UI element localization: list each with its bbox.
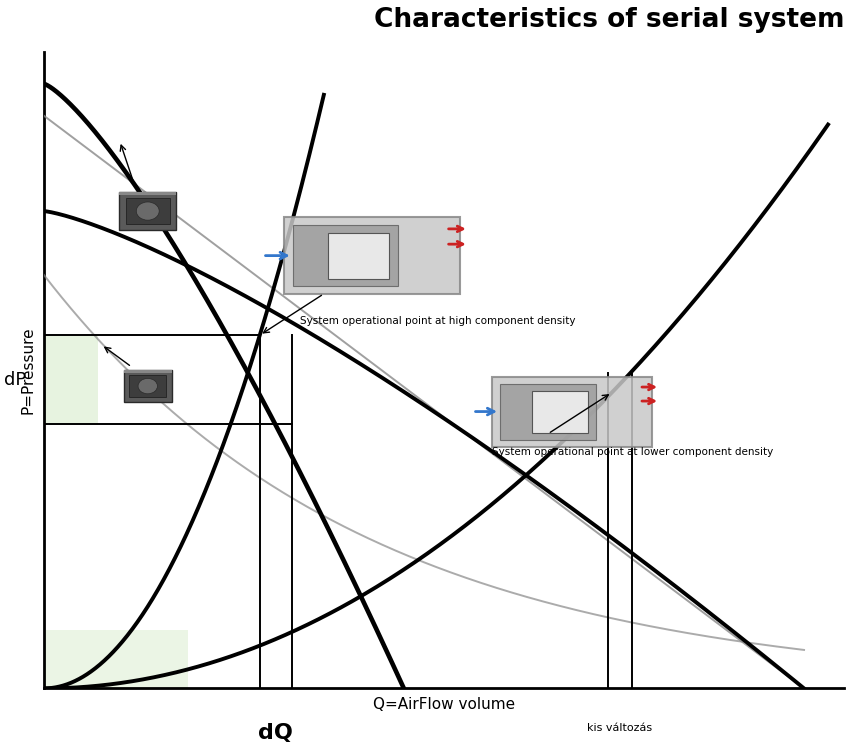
- Text: Characteristics of serial system: Characteristics of serial system: [374, 7, 844, 33]
- Circle shape: [136, 202, 159, 220]
- Bar: [123, 371, 172, 402]
- Text: System operational point at high component density: System operational point at high compone…: [300, 316, 575, 326]
- Text: kis változás: kis változás: [587, 723, 653, 734]
- Bar: [284, 217, 460, 294]
- Y-axis label: P=Pressure: P=Pressure: [20, 326, 36, 414]
- Bar: [328, 233, 390, 279]
- Bar: [492, 376, 652, 447]
- Bar: [43, 335, 98, 424]
- Bar: [532, 391, 588, 433]
- X-axis label: Q=AirFlow volume: Q=AirFlow volume: [373, 697, 515, 712]
- Bar: [500, 383, 596, 439]
- Bar: [43, 630, 187, 689]
- Text: dQ: dQ: [259, 723, 294, 743]
- Bar: [293, 225, 398, 286]
- Bar: [129, 375, 166, 397]
- Bar: [126, 198, 169, 224]
- Bar: [119, 193, 176, 196]
- Bar: [119, 193, 176, 229]
- Bar: [123, 371, 172, 373]
- Text: dP: dP: [4, 371, 26, 388]
- Text: System operational point at lower component density: System operational point at lower compon…: [492, 447, 774, 456]
- Circle shape: [138, 379, 157, 394]
